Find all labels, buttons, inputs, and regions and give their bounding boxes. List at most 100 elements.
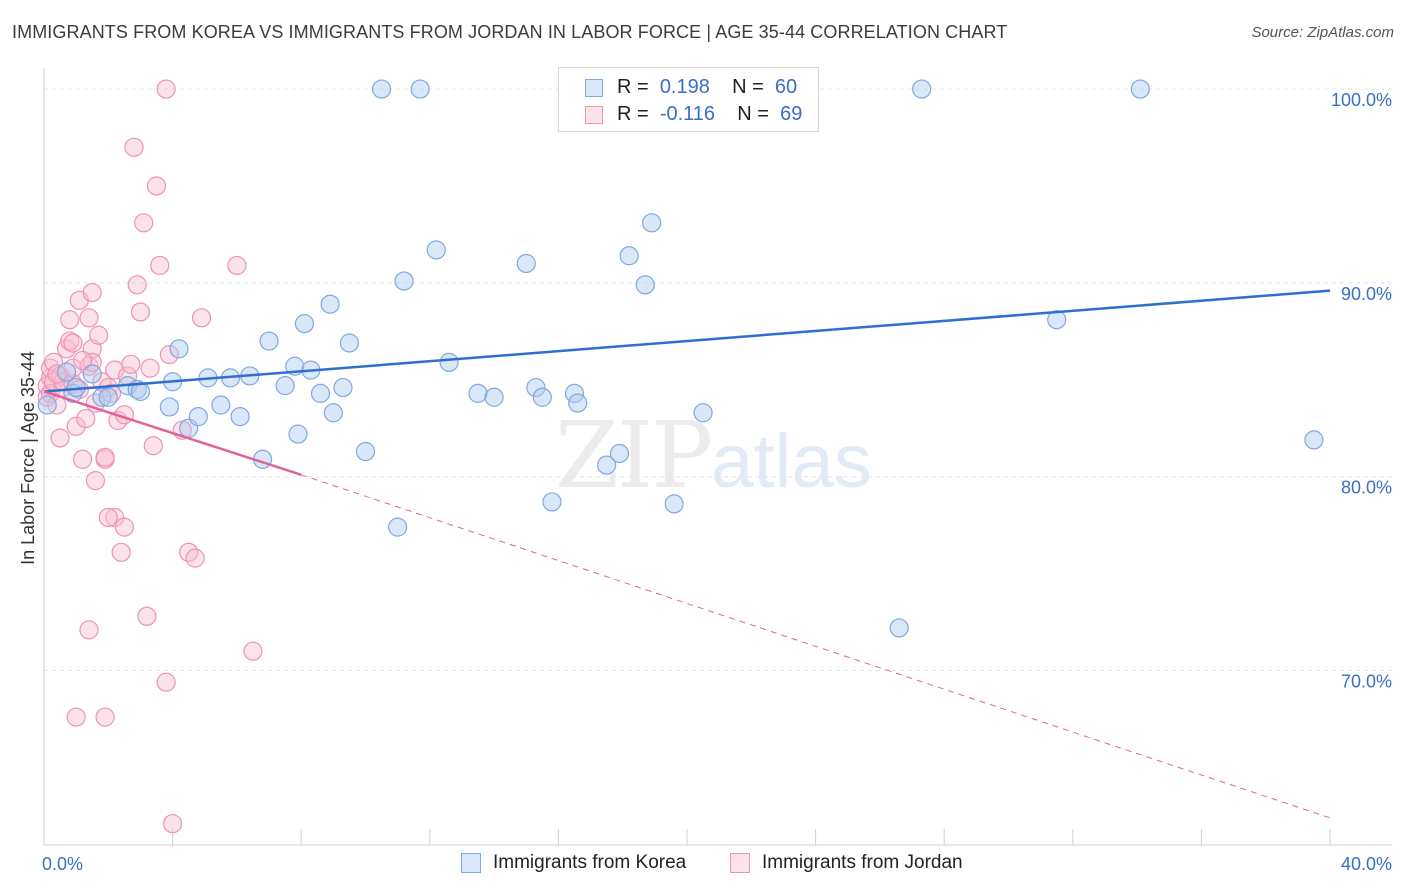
point-korea-26 xyxy=(320,294,340,314)
point-jordan-63 xyxy=(227,255,247,276)
point-jordan-50 xyxy=(137,606,157,626)
legend-swatch-jordan xyxy=(585,106,603,124)
point-korea-44 xyxy=(568,393,588,413)
y-tick-label-1: 80.0% xyxy=(1341,478,1392,498)
bottom-legend-label-jordan: Immigrants from Jordan xyxy=(762,852,963,873)
legend-korea-n-label: N = xyxy=(732,76,764,98)
legend-jordan-r-value: -0.116 xyxy=(659,103,716,125)
point-korea-20 xyxy=(259,331,279,351)
point-jordan-68 xyxy=(72,350,93,371)
point-jordan-8 xyxy=(50,428,70,448)
bottom-legend-swatch-jordan xyxy=(730,853,750,873)
point-jordan-19 xyxy=(66,707,86,727)
point-jordan-49 xyxy=(134,213,154,233)
point-korea-21 xyxy=(275,376,295,396)
point-jordan-22 xyxy=(72,449,93,469)
point-jordan-48 xyxy=(130,302,151,322)
point-korea-41 xyxy=(532,387,552,407)
point-jordan-13 xyxy=(60,331,80,351)
trendlines xyxy=(43,289,1331,819)
axes xyxy=(43,68,1392,846)
point-jordan-26 xyxy=(79,308,99,328)
legend-korea-r-label: R = xyxy=(617,76,649,98)
point-korea-55 xyxy=(1047,310,1067,330)
x-tick-label-0: 0.0% xyxy=(42,854,83,874)
point-korea-10 xyxy=(159,397,179,417)
point-korea-29 xyxy=(339,333,360,353)
point-korea-1 xyxy=(56,362,77,382)
point-korea-6 xyxy=(98,387,118,407)
point-korea-9 xyxy=(130,381,151,402)
point-jordan-27 xyxy=(82,282,102,303)
point-korea-5 xyxy=(92,387,112,407)
point-korea-52 xyxy=(693,403,713,423)
point-jordan-30 xyxy=(85,471,106,491)
point-korea-51 xyxy=(664,494,684,514)
point-jordan-36 xyxy=(95,447,115,467)
point-korea-54 xyxy=(912,79,932,99)
point-korea-36 xyxy=(439,352,459,372)
point-jordan-67 xyxy=(114,517,134,537)
point-korea-25 xyxy=(310,383,331,403)
point-jordan-66 xyxy=(47,364,67,384)
point-jordan-62 xyxy=(191,308,212,328)
point-jordan-25 xyxy=(79,620,99,640)
series-korea xyxy=(37,79,1324,638)
point-jordan-61 xyxy=(185,548,205,568)
y-axis-label: In Labor Force | Age 35-44 xyxy=(18,351,38,565)
point-korea-15 xyxy=(211,395,231,415)
legend-jordan-n-value: 69 xyxy=(780,103,803,125)
point-jordan-58 xyxy=(163,814,183,834)
point-jordan-56 xyxy=(156,672,176,692)
trendline-korea xyxy=(43,289,1331,393)
point-korea-56 xyxy=(1130,79,1150,99)
y-tick-label-0: 70.0% xyxy=(1341,672,1392,692)
zipatlas-watermark: ZIPatlas xyxy=(555,402,872,509)
point-korea-13 xyxy=(188,407,208,427)
watermark-zip: ZIP xyxy=(555,402,713,509)
legend-korea-n-value: 60 xyxy=(774,76,798,98)
point-korea-30 xyxy=(355,441,376,462)
legend-jordan-text: R = -0.116 N = 69 xyxy=(617,103,802,126)
point-jordan-65 xyxy=(98,507,118,528)
point-jordan-17 xyxy=(63,333,83,353)
point-jordan-47 xyxy=(127,275,147,295)
legend-jordan-n-label: N = xyxy=(737,103,769,125)
point-jordan-40 xyxy=(105,507,125,528)
point-korea-57 xyxy=(1304,430,1324,450)
point-korea-35 xyxy=(426,240,446,260)
point-jordan-64 xyxy=(243,641,263,661)
tick-labels: 70.0% 80.0% 90.0% 100.0% 0.0% 40.0% xyxy=(42,90,1392,874)
point-korea-33 xyxy=(394,271,414,291)
point-korea-31 xyxy=(371,79,392,99)
trendline-jordan-solid xyxy=(43,390,302,476)
point-korea-32 xyxy=(388,517,408,537)
trendline-jordan-dashed xyxy=(301,474,1331,819)
legend-korea-text: R = 0.198 N = 60 xyxy=(617,76,797,99)
point-korea-39 xyxy=(516,253,536,274)
point-korea-50 xyxy=(642,213,662,233)
point-jordan-14 xyxy=(60,310,80,330)
point-korea-34 xyxy=(410,79,430,99)
series-jordan xyxy=(37,79,263,834)
point-korea-53 xyxy=(889,618,909,638)
point-jordan-52 xyxy=(143,436,163,456)
point-korea-11 xyxy=(169,339,189,359)
chart-title: IMMIGRANTS FROM KOREA VS IMMIGRANTS FROM… xyxy=(12,22,1008,42)
point-korea-28 xyxy=(333,377,353,398)
point-jordan-45 xyxy=(121,354,141,374)
point-jordan-42 xyxy=(111,542,131,562)
point-jordan-32 xyxy=(89,325,109,345)
legend-jordan-r-label: R = xyxy=(617,103,649,125)
point-korea-48 xyxy=(619,246,639,266)
point-jordan-57 xyxy=(159,345,179,365)
legend-korea-r-value: 0.198 xyxy=(659,76,710,98)
point-jordan-55 xyxy=(156,79,176,99)
point-korea-17 xyxy=(230,407,250,427)
point-korea-46 xyxy=(597,455,617,475)
point-jordan-18 xyxy=(66,416,86,436)
y-tick-label-2: 90.0% xyxy=(1341,284,1392,304)
point-jordan-46 xyxy=(124,137,144,157)
point-jordan-53 xyxy=(146,176,167,196)
